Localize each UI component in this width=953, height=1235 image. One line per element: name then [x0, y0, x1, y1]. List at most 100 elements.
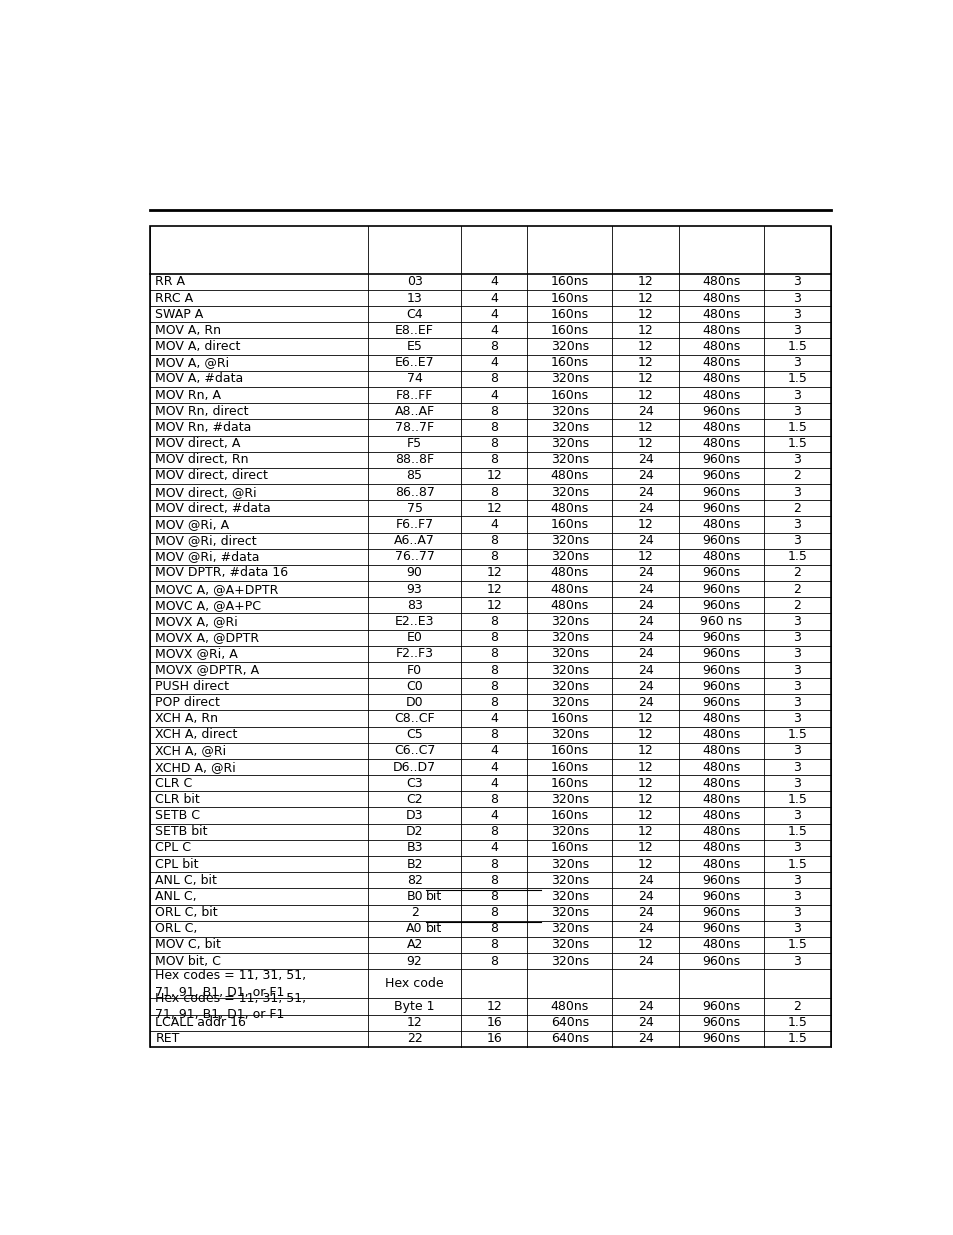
Text: MOV DPTR, #data 16: MOV DPTR, #data 16 — [155, 567, 289, 579]
Text: 8: 8 — [490, 663, 497, 677]
Text: 76..77: 76..77 — [395, 551, 435, 563]
Text: 2: 2 — [793, 599, 801, 611]
Text: 160ns: 160ns — [550, 777, 588, 789]
Text: B0: B0 — [406, 890, 422, 903]
Text: 960ns: 960ns — [701, 1000, 740, 1013]
Text: 12: 12 — [638, 793, 653, 806]
Text: 24: 24 — [638, 453, 653, 467]
Text: 12: 12 — [486, 469, 501, 483]
Text: 24: 24 — [638, 583, 653, 595]
Text: C4: C4 — [406, 308, 422, 321]
Text: 3: 3 — [793, 906, 801, 919]
Text: POP direct: POP direct — [155, 695, 220, 709]
Text: 12: 12 — [486, 501, 501, 515]
Text: 8: 8 — [490, 421, 497, 433]
Text: 960ns: 960ns — [701, 599, 740, 611]
Text: 4: 4 — [490, 356, 497, 369]
Text: 1.5: 1.5 — [786, 1032, 806, 1045]
Text: 24: 24 — [638, 1032, 653, 1045]
Text: 1.5: 1.5 — [786, 437, 806, 450]
Text: MOV C, bit: MOV C, bit — [155, 939, 221, 951]
Text: 24: 24 — [638, 890, 653, 903]
Text: 3: 3 — [793, 534, 801, 547]
Text: 4: 4 — [490, 517, 497, 531]
Text: 3: 3 — [793, 647, 801, 661]
Text: 3: 3 — [793, 679, 801, 693]
Text: 90: 90 — [406, 567, 422, 579]
Text: C8..CF: C8..CF — [394, 713, 435, 725]
Text: E5: E5 — [406, 340, 422, 353]
Text: 3: 3 — [793, 517, 801, 531]
Text: C6..C7: C6..C7 — [394, 745, 435, 757]
Text: 2: 2 — [410, 906, 418, 919]
Text: MOVC A, @A+DPTR: MOVC A, @A+DPTR — [155, 583, 278, 595]
Text: 320ns: 320ns — [550, 631, 588, 645]
Text: 2: 2 — [793, 501, 801, 515]
Text: A8..AF: A8..AF — [395, 405, 435, 417]
Text: 24: 24 — [638, 469, 653, 483]
Text: 86..87: 86..87 — [395, 485, 435, 499]
Text: 480ns: 480ns — [701, 340, 740, 353]
Text: 480ns: 480ns — [701, 777, 740, 789]
Text: 320ns: 320ns — [550, 939, 588, 951]
Text: 960ns: 960ns — [701, 923, 740, 935]
Text: 12: 12 — [638, 761, 653, 773]
Text: MOVX A, @DPTR: MOVX A, @DPTR — [155, 631, 259, 645]
Text: 12: 12 — [406, 1016, 422, 1029]
Text: XCH A, @Ri: XCH A, @Ri — [155, 745, 227, 757]
Text: 960ns: 960ns — [701, 453, 740, 467]
Text: MOV A, @Ri: MOV A, @Ri — [155, 356, 230, 369]
Text: 12: 12 — [638, 275, 653, 288]
Text: 480ns: 480ns — [701, 729, 740, 741]
Text: 8: 8 — [490, 857, 497, 871]
Text: 3: 3 — [793, 809, 801, 823]
Text: 92: 92 — [406, 955, 422, 968]
Text: 640ns: 640ns — [550, 1016, 588, 1029]
Text: 320ns: 320ns — [550, 874, 588, 887]
Text: 1.5: 1.5 — [786, 857, 806, 871]
Text: 8: 8 — [490, 939, 497, 951]
Text: 12: 12 — [638, 841, 653, 855]
Text: 480ns: 480ns — [701, 841, 740, 855]
Text: 3: 3 — [793, 324, 801, 337]
Text: D6..D7: D6..D7 — [393, 761, 436, 773]
Text: 320ns: 320ns — [550, 906, 588, 919]
Text: 960 ns: 960 ns — [700, 615, 741, 627]
Text: 24: 24 — [638, 906, 653, 919]
Text: Byte 1: Byte 1 — [394, 1000, 435, 1013]
Text: SETB bit: SETB bit — [155, 825, 208, 839]
Text: 8: 8 — [490, 534, 497, 547]
Text: D0: D0 — [405, 695, 423, 709]
Text: 24: 24 — [638, 501, 653, 515]
Text: bit: bit — [425, 923, 441, 935]
Text: 1.5: 1.5 — [786, 373, 806, 385]
Text: 24: 24 — [638, 955, 653, 968]
Text: 8: 8 — [490, 437, 497, 450]
Text: XCH A, Rn: XCH A, Rn — [155, 713, 218, 725]
Text: 1.5: 1.5 — [786, 1016, 806, 1029]
Text: 12: 12 — [486, 583, 501, 595]
Text: 160ns: 160ns — [550, 841, 588, 855]
Text: 160ns: 160ns — [550, 745, 588, 757]
Text: 12: 12 — [638, 745, 653, 757]
Text: 2: 2 — [793, 583, 801, 595]
Text: 8: 8 — [490, 485, 497, 499]
Text: 160ns: 160ns — [550, 291, 588, 305]
Text: E6..E7: E6..E7 — [395, 356, 434, 369]
Text: 8: 8 — [490, 955, 497, 968]
Text: 160ns: 160ns — [550, 761, 588, 773]
Text: 3: 3 — [793, 291, 801, 305]
Text: 24: 24 — [638, 663, 653, 677]
Text: 8: 8 — [490, 906, 497, 919]
Text: 3: 3 — [793, 745, 801, 757]
Text: 960ns: 960ns — [701, 583, 740, 595]
Text: 320ns: 320ns — [550, 825, 588, 839]
Text: 2: 2 — [793, 469, 801, 483]
Text: 160ns: 160ns — [550, 324, 588, 337]
Text: 3: 3 — [793, 890, 801, 903]
Text: 8: 8 — [490, 551, 497, 563]
Text: 24: 24 — [638, 695, 653, 709]
Text: 12: 12 — [638, 389, 653, 401]
Text: 24: 24 — [638, 631, 653, 645]
Text: 3: 3 — [793, 761, 801, 773]
